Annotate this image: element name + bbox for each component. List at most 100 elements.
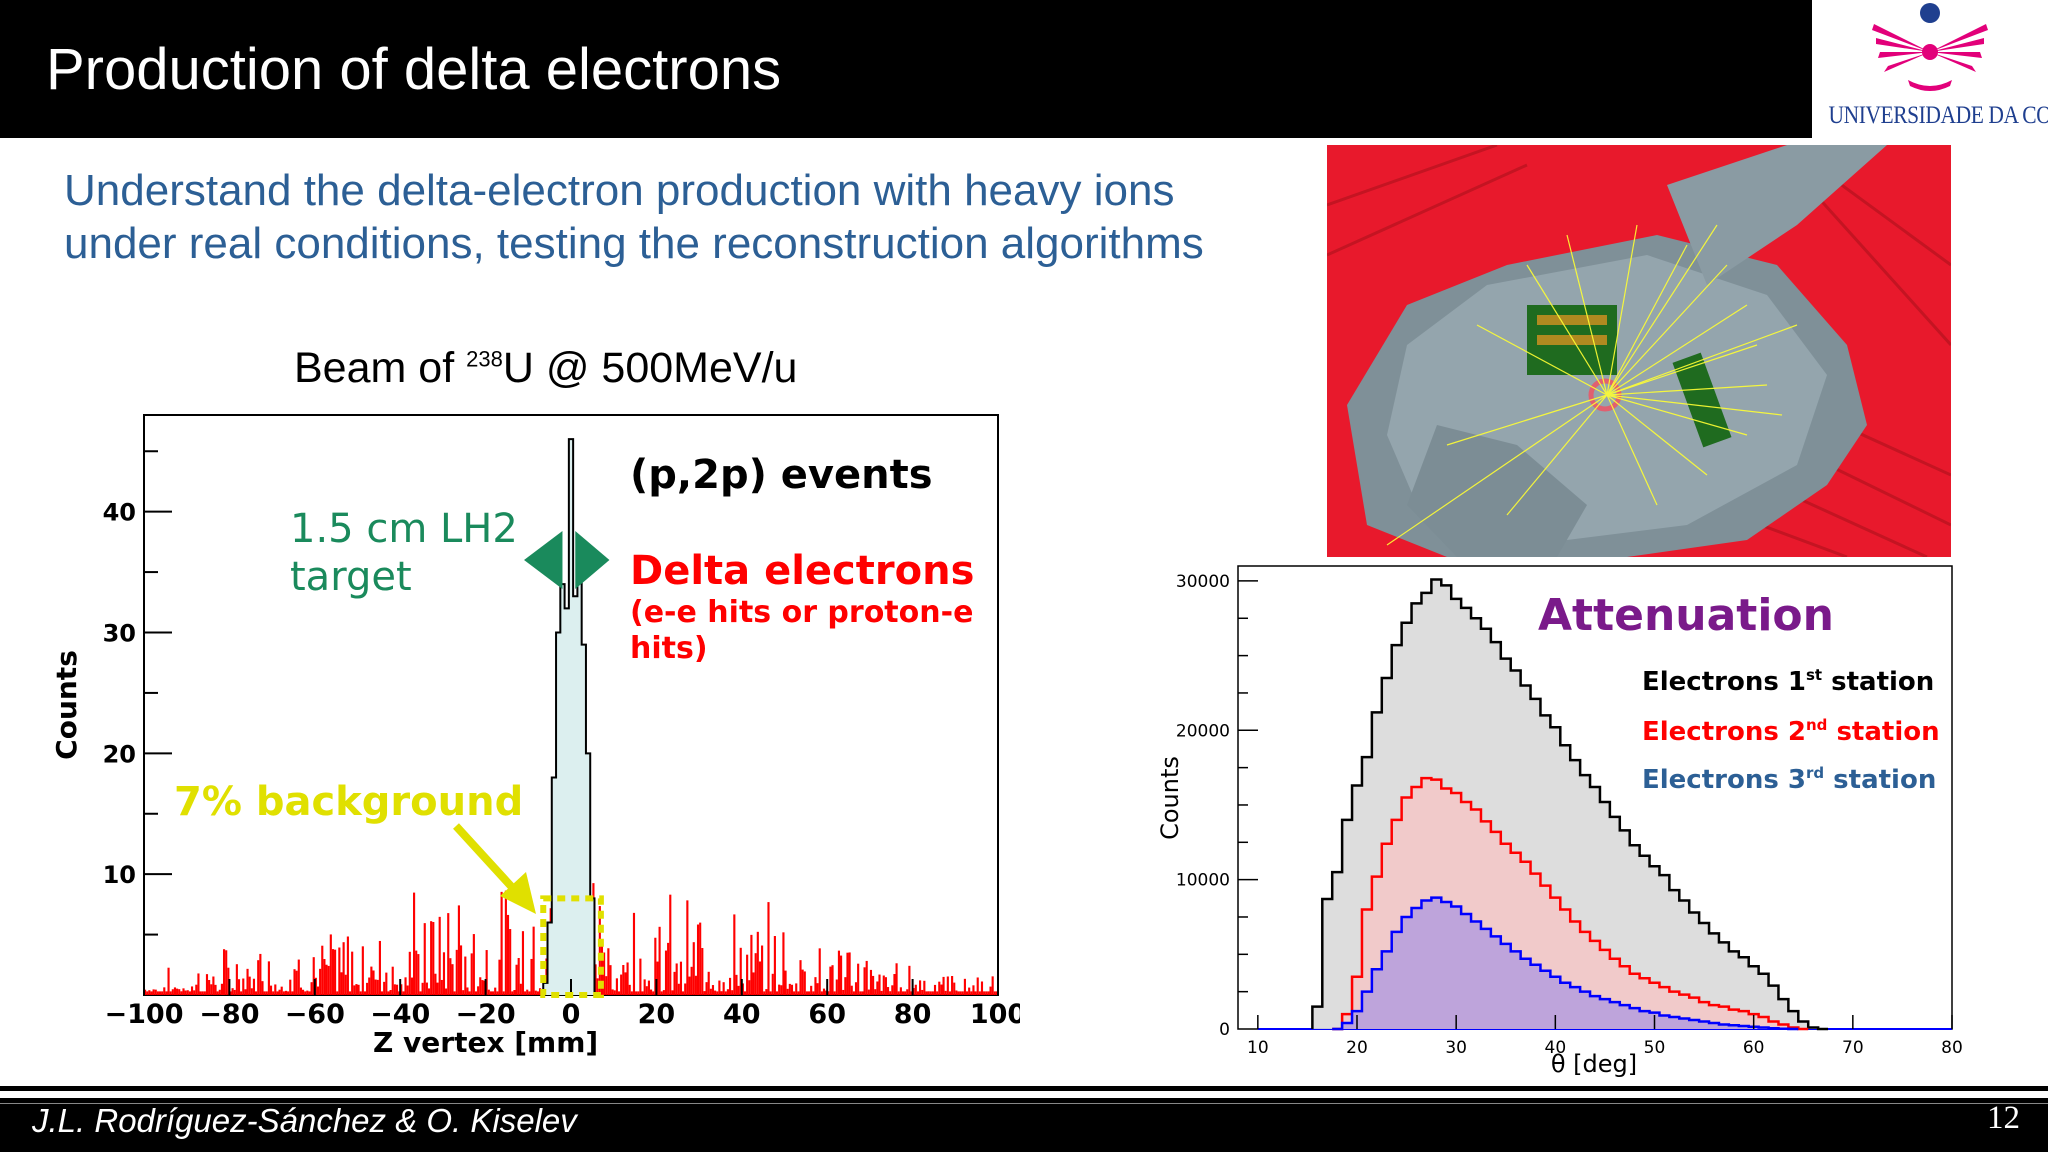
delta-electrons-sublabel-line-1: (e-e hits or proton-e xyxy=(630,595,973,630)
y-tick-label: 0 xyxy=(1219,1020,1230,1040)
delta-electron-bin xyxy=(504,890,507,995)
delta-electron-bin xyxy=(752,972,755,995)
delta-electron-bin xyxy=(692,942,695,995)
delta-electron-bin xyxy=(240,991,243,995)
delta-electron-bin xyxy=(415,950,418,995)
delta-electron-bin xyxy=(276,991,279,995)
delta-electron-bin xyxy=(190,986,194,995)
delta-electron-bin xyxy=(615,978,618,995)
delta-electron-bin xyxy=(793,991,796,995)
legend-entry-2: Electrons 2nd station xyxy=(1642,716,1940,747)
delta-electron-bin xyxy=(767,902,770,995)
delta-electron-bin xyxy=(272,991,275,995)
delta-electron-bin xyxy=(818,948,821,995)
delta-electron-bin xyxy=(404,977,407,995)
p2p-events-label: (p,2p) events xyxy=(630,452,933,498)
y-tick-label: 20000 xyxy=(1176,721,1230,741)
delta-electron-bin xyxy=(312,957,315,995)
delta-electron-bin xyxy=(993,991,996,995)
delta-electron-bin xyxy=(865,960,868,995)
university-logo-text: UNIVERSIDADE DA CORUÑA xyxy=(1828,102,2048,129)
delta-electron-bin xyxy=(154,989,157,995)
delta-electron-bin xyxy=(267,961,270,995)
delta-electron-bin xyxy=(199,991,202,995)
delta-electron-bin xyxy=(295,970,298,995)
delta-electron-bin xyxy=(880,990,883,995)
delta-electron-bin xyxy=(278,989,281,995)
delta-electron-bin xyxy=(436,982,439,995)
y-axis-label: Counts xyxy=(50,650,83,760)
delta-electron-bin xyxy=(351,951,354,995)
legend-superscript: nd xyxy=(1806,716,1827,734)
delta-electron-bin xyxy=(799,960,802,995)
delta-electron-bin xyxy=(342,942,345,995)
delta-electron-bin xyxy=(314,977,317,995)
delta-electron-bin xyxy=(739,947,742,995)
delta-electron-bin xyxy=(250,988,253,995)
delta-electron-bin xyxy=(423,923,426,995)
x-tick-label: 20 xyxy=(1346,1038,1368,1058)
legend-entry-1: Electrons 1st station xyxy=(1642,666,1934,697)
delta-electron-bin xyxy=(184,990,187,995)
delta-electron-bin xyxy=(694,975,697,995)
delta-electron-bin xyxy=(716,991,719,995)
delta-electron-bin xyxy=(492,991,495,995)
delta-electron-bin xyxy=(728,977,732,995)
delta-electron-bin xyxy=(970,991,973,995)
delta-electron-bin xyxy=(297,959,300,995)
delta-electron-bin xyxy=(316,986,320,995)
delta-electron-bin xyxy=(805,991,808,995)
delta-electron-bin xyxy=(308,991,311,995)
delta-electron-bin xyxy=(859,991,862,995)
delta-electron-bin xyxy=(927,991,930,995)
delta-electron-bin xyxy=(983,991,986,995)
delta-electron-bin xyxy=(965,991,969,995)
subtitle-line-2: under real conditions, testing the recon… xyxy=(64,219,1204,268)
delta-electron-bin xyxy=(963,978,966,995)
y-tick-label: 30000 xyxy=(1176,572,1230,592)
delta-electron-bin xyxy=(167,967,170,995)
delta-electron-bin xyxy=(882,975,885,995)
delta-electron-bin xyxy=(664,950,668,995)
x-tick-label: 50 xyxy=(1644,1038,1666,1058)
delta-electron-bin xyxy=(835,979,838,995)
delta-electron-bin xyxy=(353,985,356,995)
delta-electron-bin xyxy=(269,985,273,995)
delta-electron-bin xyxy=(470,953,473,995)
x-tick-label: 30 xyxy=(1445,1038,1467,1058)
delta-electron-bin xyxy=(171,989,174,995)
delta-electron-bin xyxy=(628,984,631,995)
delta-electron-bin xyxy=(453,991,456,995)
x-tick-label: 20 xyxy=(638,999,676,1030)
series-3-histogram xyxy=(1332,896,1799,1031)
legend-tail: station xyxy=(1827,717,1939,747)
delta-electron-bin xyxy=(293,969,296,995)
delta-electron-bin xyxy=(995,991,998,995)
delta-electron-bin xyxy=(214,984,217,995)
delta-electron-bin xyxy=(534,990,537,995)
delta-electron-bin xyxy=(639,958,642,995)
delta-electron-bin xyxy=(607,948,610,995)
delta-electron-bin xyxy=(837,950,841,995)
delta-electron-bin xyxy=(306,990,309,995)
delta-electron-bin xyxy=(854,982,858,995)
x-tick-label: 80 xyxy=(1941,1038,1963,1058)
delta-electron-bin xyxy=(210,984,213,995)
delta-electron-bin xyxy=(679,961,683,995)
delta-electron-bin xyxy=(842,989,845,995)
delta-electron-bin xyxy=(524,991,527,995)
delta-electron-bin xyxy=(690,966,693,995)
delta-electron-bin xyxy=(233,989,236,995)
background-label: 7% background xyxy=(174,779,523,825)
delta-electron-bin xyxy=(741,983,744,995)
x-tick-label: 100 xyxy=(970,999,1020,1030)
delta-electron-bin xyxy=(893,974,896,995)
delta-electron-bin xyxy=(846,952,849,995)
delta-electron-bin xyxy=(225,950,228,995)
delta-electron-bin xyxy=(641,991,644,995)
delta-electron-bin xyxy=(464,956,467,995)
delta-electrons-label: Delta electrons xyxy=(630,548,974,594)
delta-electron-bin xyxy=(477,986,480,995)
x-tick-label: −40 xyxy=(370,999,430,1030)
delta-electron-bin xyxy=(852,991,855,995)
